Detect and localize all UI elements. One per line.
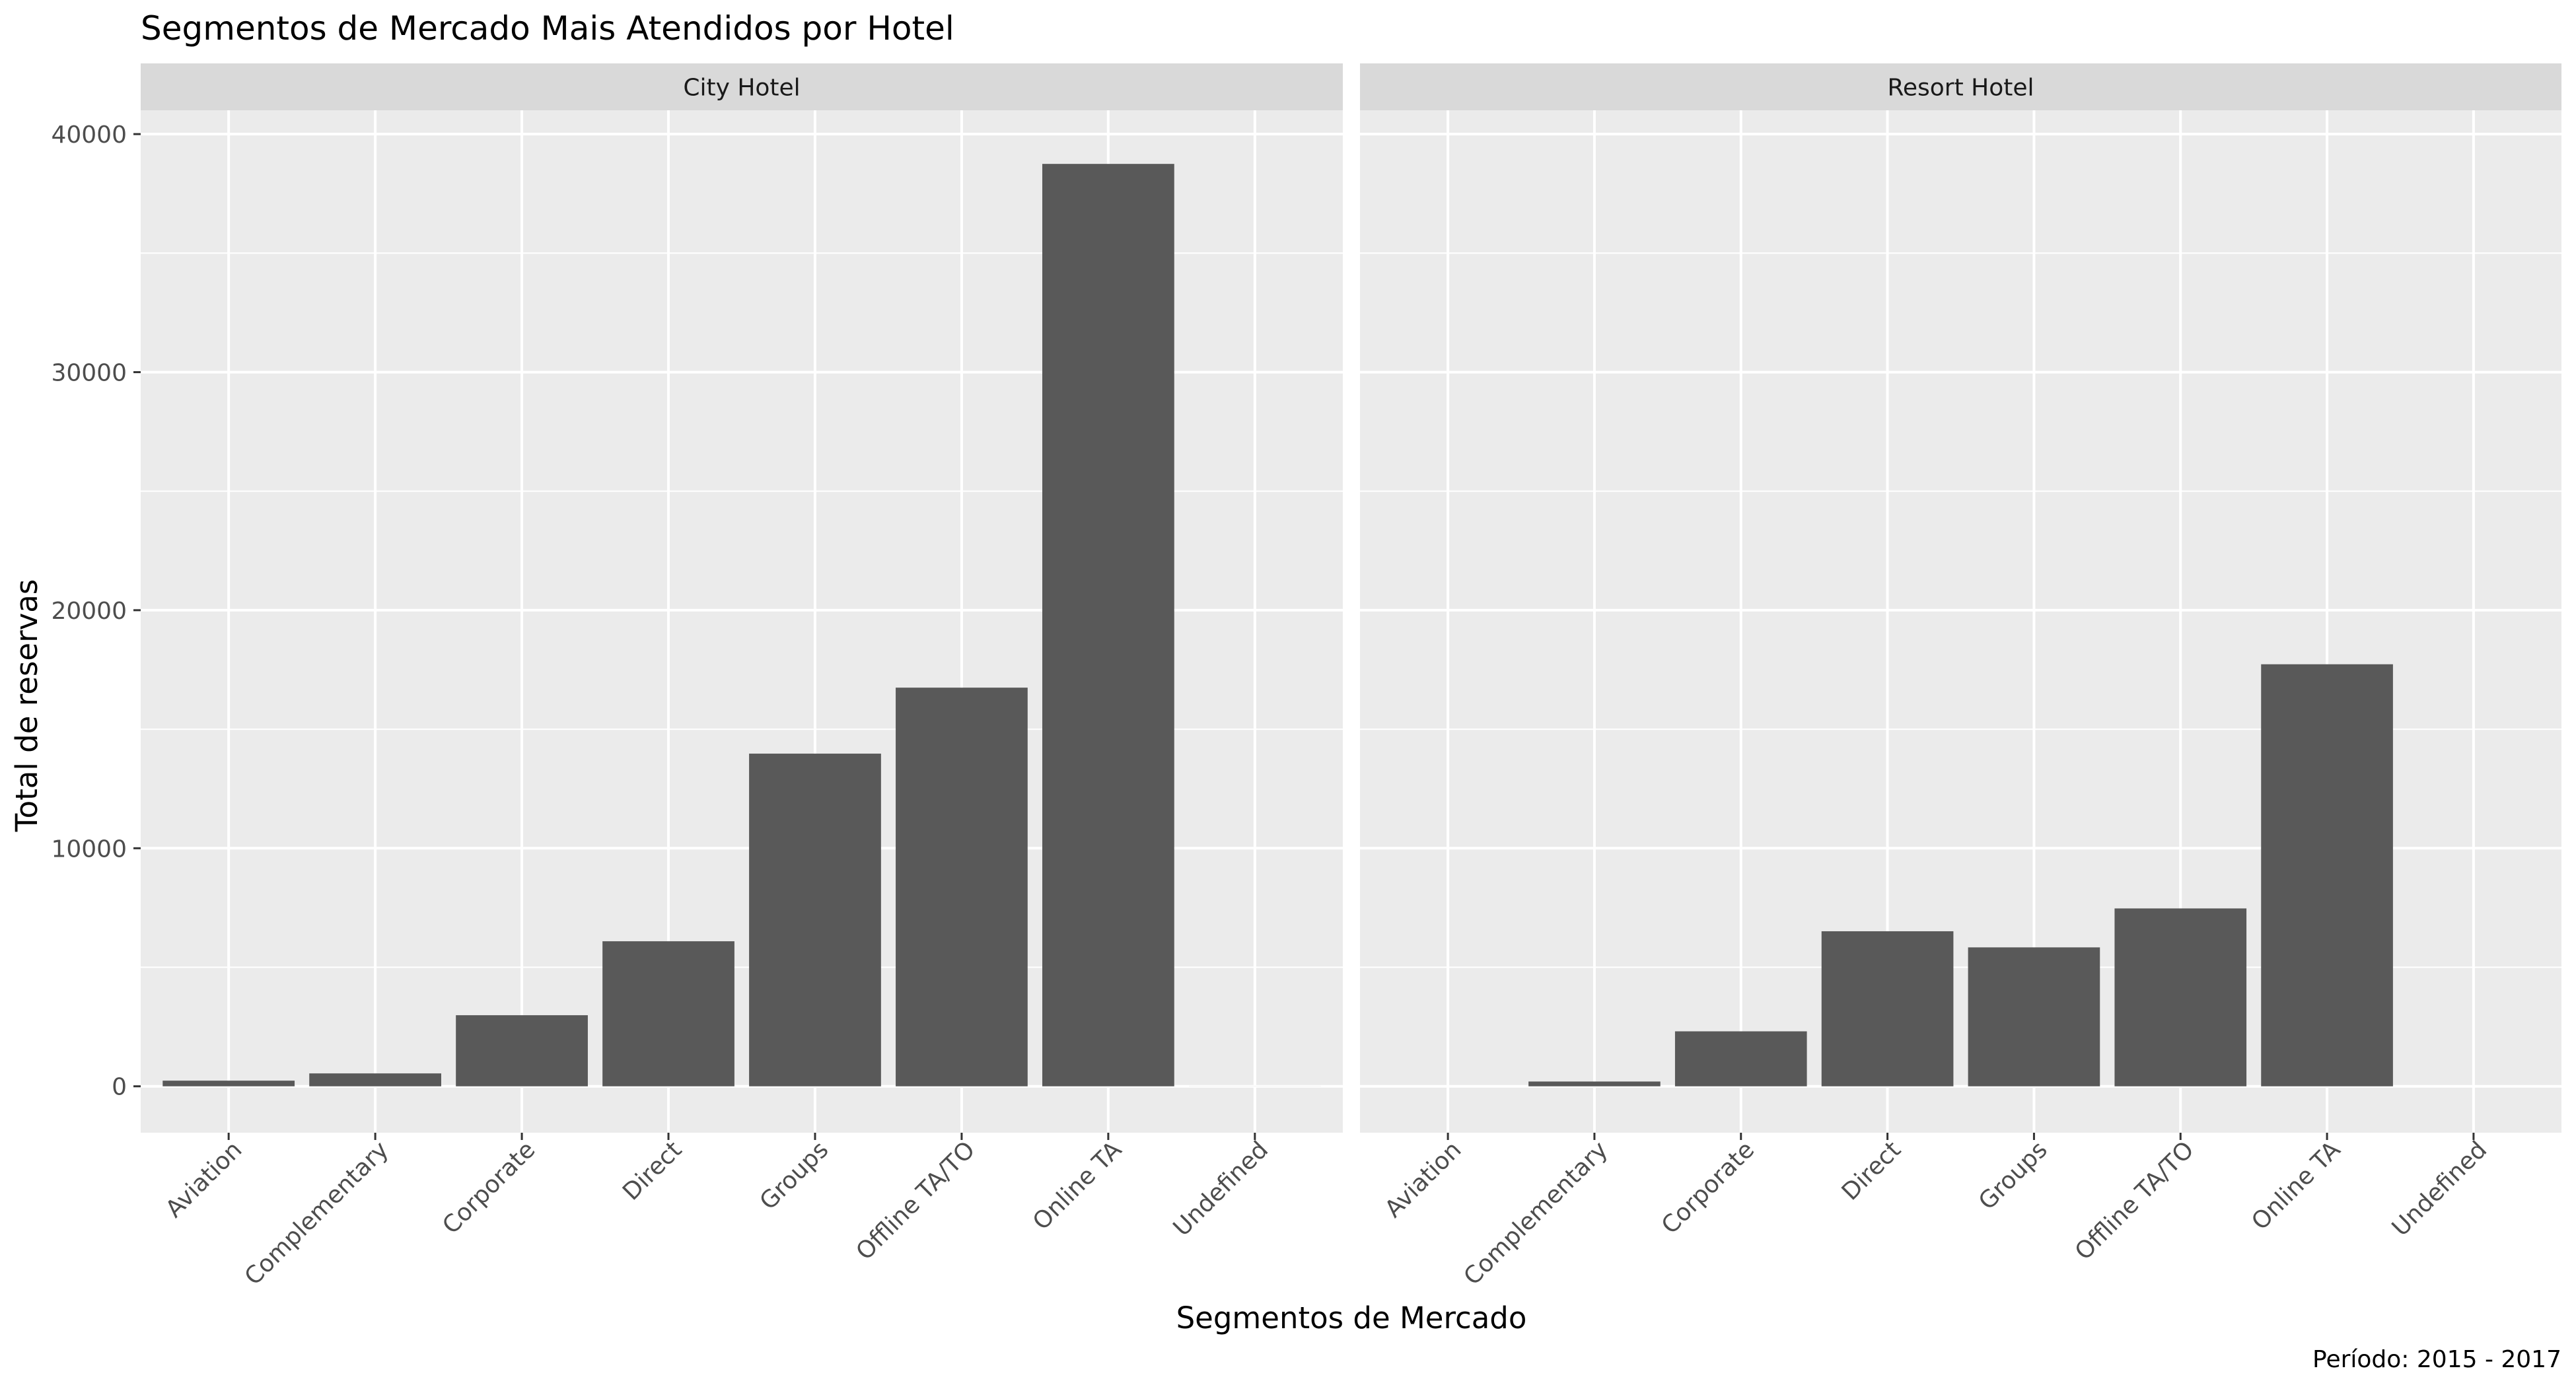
x-tick-label-city-hotel-aviation: Aviation (161, 1136, 247, 1223)
y-tick-label: 10000 (51, 836, 127, 863)
y-axis-title: Total de reservas (9, 579, 44, 832)
x-tick-label-city-hotel-undefined: Undefined (1168, 1136, 1274, 1242)
x-tick-label-resort-hotel-undefined: Undefined (2387, 1136, 2493, 1242)
y-axis: 0 10000 20000 30000 40000 (51, 122, 141, 1101)
x-tick-label-city-hotel-online-ta: Online TA (1028, 1136, 1127, 1235)
bar-resort-hotel-groups (1968, 947, 2100, 1086)
strip-background (141, 63, 1343, 110)
y-tick-label: 20000 (51, 598, 127, 625)
bar-city-hotel-direct (602, 941, 734, 1086)
x-tick-label-resort-hotel-direct: Direct (1837, 1136, 1906, 1205)
bar-resort-hotel-offline-ta-to (2114, 908, 2247, 1086)
strip-background (1360, 63, 2561, 110)
bar-city-hotel-offline-ta-to (896, 688, 1028, 1086)
bar-resort-hotel-online-ta (2261, 664, 2393, 1086)
x-tick-label-resort-hotel-corporate: Corporate (1657, 1136, 1760, 1239)
y-tick-label: 30000 (51, 359, 127, 386)
x-tick-label-city-hotel-offline-ta-to: Offline TA/TO (851, 1136, 981, 1265)
bar-resort-hotel-corporate (1674, 1031, 1807, 1086)
bar-city-hotel-online-ta (1042, 164, 1174, 1086)
bar-city-hotel-complementary (309, 1073, 441, 1086)
chart-caption: Período: 2015 - 2017 (2312, 1346, 2561, 1373)
x-tick-label-city-hotel-complementary: Complementary (240, 1136, 394, 1291)
bar-city-hotel-aviation (162, 1081, 295, 1086)
x-axis-title: Segmentos de Mercado (1176, 1300, 1527, 1335)
y-tick-label: 40000 (51, 122, 127, 149)
x-tick-label-resort-hotel-complementary: Complementary (1459, 1136, 1614, 1291)
x-tick-label-city-hotel-corporate: Corporate (437, 1136, 540, 1239)
x-tick-label-resort-hotel-aviation: Aviation (1380, 1136, 1466, 1223)
bar-resort-hotel-complementary (1528, 1081, 1661, 1086)
chart-title: Segmentos de Mercado Mais Atendidos por … (141, 9, 954, 48)
x-tick-label-resort-hotel-groups: Groups (1974, 1136, 2053, 1215)
x-tick-label-city-hotel-groups: Groups (755, 1136, 834, 1215)
x-tick-label-resort-hotel-online-ta: Online TA (2246, 1136, 2345, 1235)
x-tick-label-resort-hotel-offline-ta-to: Offline TA/TO (2070, 1136, 2200, 1265)
bar-resort-hotel-direct (1821, 931, 1954, 1086)
strip-label-city-hotel: City Hotel (683, 75, 800, 102)
x-tick-label-city-hotel-direct: Direct (618, 1136, 687, 1205)
bar-city-hotel-corporate (456, 1015, 588, 1086)
bar-city-hotel-groups (749, 754, 881, 1086)
strip-label-resort-hotel: Resort Hotel (1887, 75, 2034, 102)
y-tick-label: 0 (112, 1074, 127, 1101)
